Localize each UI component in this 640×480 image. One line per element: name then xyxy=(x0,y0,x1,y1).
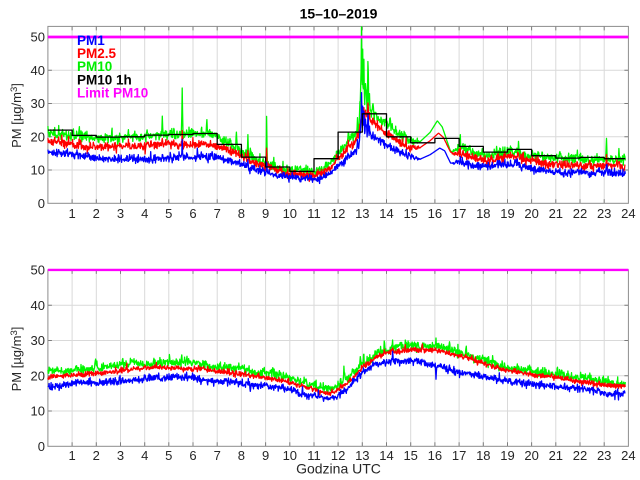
svg-text:21: 21 xyxy=(549,206,563,221)
svg-text:15: 15 xyxy=(403,206,417,221)
svg-text:5: 5 xyxy=(165,206,172,221)
svg-text:30: 30 xyxy=(31,333,45,348)
svg-text:20: 20 xyxy=(31,368,45,383)
svg-text:23: 23 xyxy=(597,206,611,221)
svg-text:13: 13 xyxy=(355,206,369,221)
svg-text:Limit PM10: Limit PM10 xyxy=(77,85,148,100)
svg-text:PM [µg/m3]: PM [µg/m3] xyxy=(9,327,24,392)
svg-text:7: 7 xyxy=(214,206,221,221)
svg-text:11: 11 xyxy=(307,448,321,463)
svg-text:2: 2 xyxy=(93,448,100,463)
svg-text:23: 23 xyxy=(597,448,611,463)
svg-text:50: 50 xyxy=(31,30,45,45)
svg-text:13: 13 xyxy=(355,448,369,463)
svg-text:10: 10 xyxy=(283,206,297,221)
svg-text:1: 1 xyxy=(68,206,75,221)
svg-text:22: 22 xyxy=(573,448,587,463)
svg-text:PM2.5: PM2.5 xyxy=(77,46,117,61)
svg-text:3: 3 xyxy=(117,448,124,463)
svg-text:17: 17 xyxy=(452,448,466,463)
svg-text:19: 19 xyxy=(500,448,514,463)
svg-text:2: 2 xyxy=(93,206,100,221)
svg-text:20: 20 xyxy=(524,448,538,463)
svg-text:22: 22 xyxy=(573,206,587,221)
svg-text:18: 18 xyxy=(476,448,490,463)
svg-text:5: 5 xyxy=(165,448,172,463)
svg-text:50: 50 xyxy=(31,263,45,278)
svg-text:24: 24 xyxy=(621,448,635,463)
svg-text:Godzina UTC: Godzina UTC xyxy=(296,461,381,477)
svg-text:9: 9 xyxy=(262,206,269,221)
svg-text:24: 24 xyxy=(621,206,635,221)
svg-text:9: 9 xyxy=(262,448,269,463)
svg-text:10: 10 xyxy=(31,163,45,178)
svg-text:PM10: PM10 xyxy=(77,59,112,74)
svg-text:15–10–2019: 15–10–2019 xyxy=(300,6,378,22)
svg-text:30: 30 xyxy=(31,96,45,111)
svg-text:0: 0 xyxy=(38,439,45,454)
svg-text:18: 18 xyxy=(476,206,490,221)
svg-text:14: 14 xyxy=(379,448,393,463)
svg-text:40: 40 xyxy=(31,298,45,313)
svg-text:PM1: PM1 xyxy=(77,33,105,48)
svg-text:14: 14 xyxy=(379,206,393,221)
svg-text:12: 12 xyxy=(331,206,345,221)
svg-text:21: 21 xyxy=(549,448,563,463)
svg-text:4: 4 xyxy=(141,206,148,221)
svg-text:20: 20 xyxy=(524,206,538,221)
svg-text:17: 17 xyxy=(452,206,466,221)
svg-text:1: 1 xyxy=(68,448,75,463)
svg-text:8: 8 xyxy=(238,448,245,463)
svg-text:11: 11 xyxy=(307,206,321,221)
svg-text:8: 8 xyxy=(238,206,245,221)
svg-text:PM [µg/m3]: PM [µg/m3] xyxy=(9,83,24,148)
svg-text:10: 10 xyxy=(283,448,297,463)
svg-text:16: 16 xyxy=(428,448,442,463)
svg-text:3: 3 xyxy=(117,206,124,221)
svg-text:PM10 1h: PM10 1h xyxy=(77,72,132,87)
svg-text:6: 6 xyxy=(189,206,196,221)
svg-text:40: 40 xyxy=(31,63,45,78)
svg-text:4: 4 xyxy=(141,448,148,463)
svg-text:16: 16 xyxy=(428,206,442,221)
svg-text:6: 6 xyxy=(189,448,196,463)
svg-text:0: 0 xyxy=(38,196,45,211)
svg-text:10: 10 xyxy=(31,404,45,419)
svg-text:20: 20 xyxy=(31,129,45,144)
svg-text:19: 19 xyxy=(500,206,514,221)
svg-text:12: 12 xyxy=(331,448,345,463)
svg-text:15: 15 xyxy=(403,448,417,463)
svg-text:7: 7 xyxy=(214,448,221,463)
